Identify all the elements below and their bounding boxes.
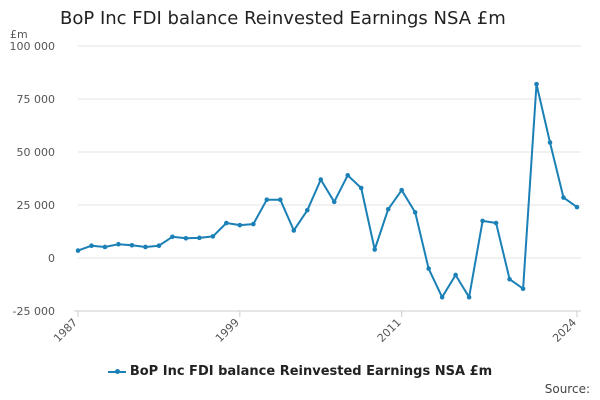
data-point bbox=[466, 294, 472, 300]
chart-legend[interactable]: BoP Inc FDI balance Reinvested Earnings … bbox=[0, 364, 600, 379]
data-point bbox=[224, 220, 229, 226]
data-point bbox=[574, 204, 580, 210]
data-point bbox=[318, 177, 324, 182]
data-point bbox=[143, 244, 148, 250]
data-point bbox=[561, 195, 566, 200]
data-point bbox=[251, 221, 256, 227]
data-point bbox=[156, 243, 162, 249]
data-point bbox=[304, 208, 310, 213]
series-line bbox=[77, 83, 578, 299]
y-tick-label: 25 000 bbox=[17, 199, 56, 212]
y-tick-label: 100 000 bbox=[10, 40, 56, 53]
data-point bbox=[210, 234, 216, 239]
x-tick-label: 2024 bbox=[550, 316, 579, 345]
legend-series-label: BoP Inc FDI balance Reinvested Earnings … bbox=[129, 364, 493, 379]
data-point bbox=[372, 247, 378, 252]
data-point bbox=[507, 276, 512, 282]
data-point bbox=[426, 266, 431, 271]
y-tick-label: -25 000 bbox=[13, 305, 55, 318]
data-point bbox=[237, 222, 243, 228]
data-point bbox=[277, 197, 283, 202]
data-point bbox=[453, 272, 458, 278]
data-point bbox=[385, 206, 391, 212]
data-point bbox=[197, 235, 202, 241]
data-point bbox=[399, 187, 404, 193]
data-point bbox=[116, 241, 121, 247]
data-point bbox=[75, 248, 81, 253]
data-point bbox=[480, 218, 485, 224]
data-point bbox=[291, 228, 297, 233]
data-point bbox=[170, 234, 175, 240]
data-point bbox=[89, 243, 94, 249]
y-tick-label: 50 000 bbox=[17, 146, 56, 159]
y-tick-label: 0 bbox=[48, 252, 55, 265]
x-tick-label: 1999 bbox=[213, 316, 242, 345]
data-point bbox=[412, 210, 418, 215]
data-point bbox=[264, 197, 270, 202]
legend-series-swatch bbox=[107, 368, 126, 374]
data-point bbox=[102, 244, 108, 250]
data-point bbox=[129, 242, 135, 248]
data-point bbox=[439, 294, 445, 300]
data-point bbox=[547, 140, 553, 145]
x-tick-label: 2011 bbox=[375, 316, 404, 345]
data-point bbox=[331, 199, 337, 205]
data-point bbox=[358, 185, 364, 191]
data-point bbox=[183, 235, 189, 241]
data-point bbox=[534, 81, 539, 87]
data-point bbox=[493, 220, 499, 226]
data-point bbox=[345, 173, 351, 178]
y-tick-label: 75 000 bbox=[17, 93, 56, 106]
data-point bbox=[520, 286, 526, 292]
chart-title: BoP Inc FDI balance Reinvested Earnings … bbox=[60, 8, 506, 29]
x-tick-label: 1987 bbox=[51, 316, 80, 345]
y-axis-unit-label: £m bbox=[10, 28, 28, 41]
source-label: Source: bbox=[544, 382, 590, 396]
